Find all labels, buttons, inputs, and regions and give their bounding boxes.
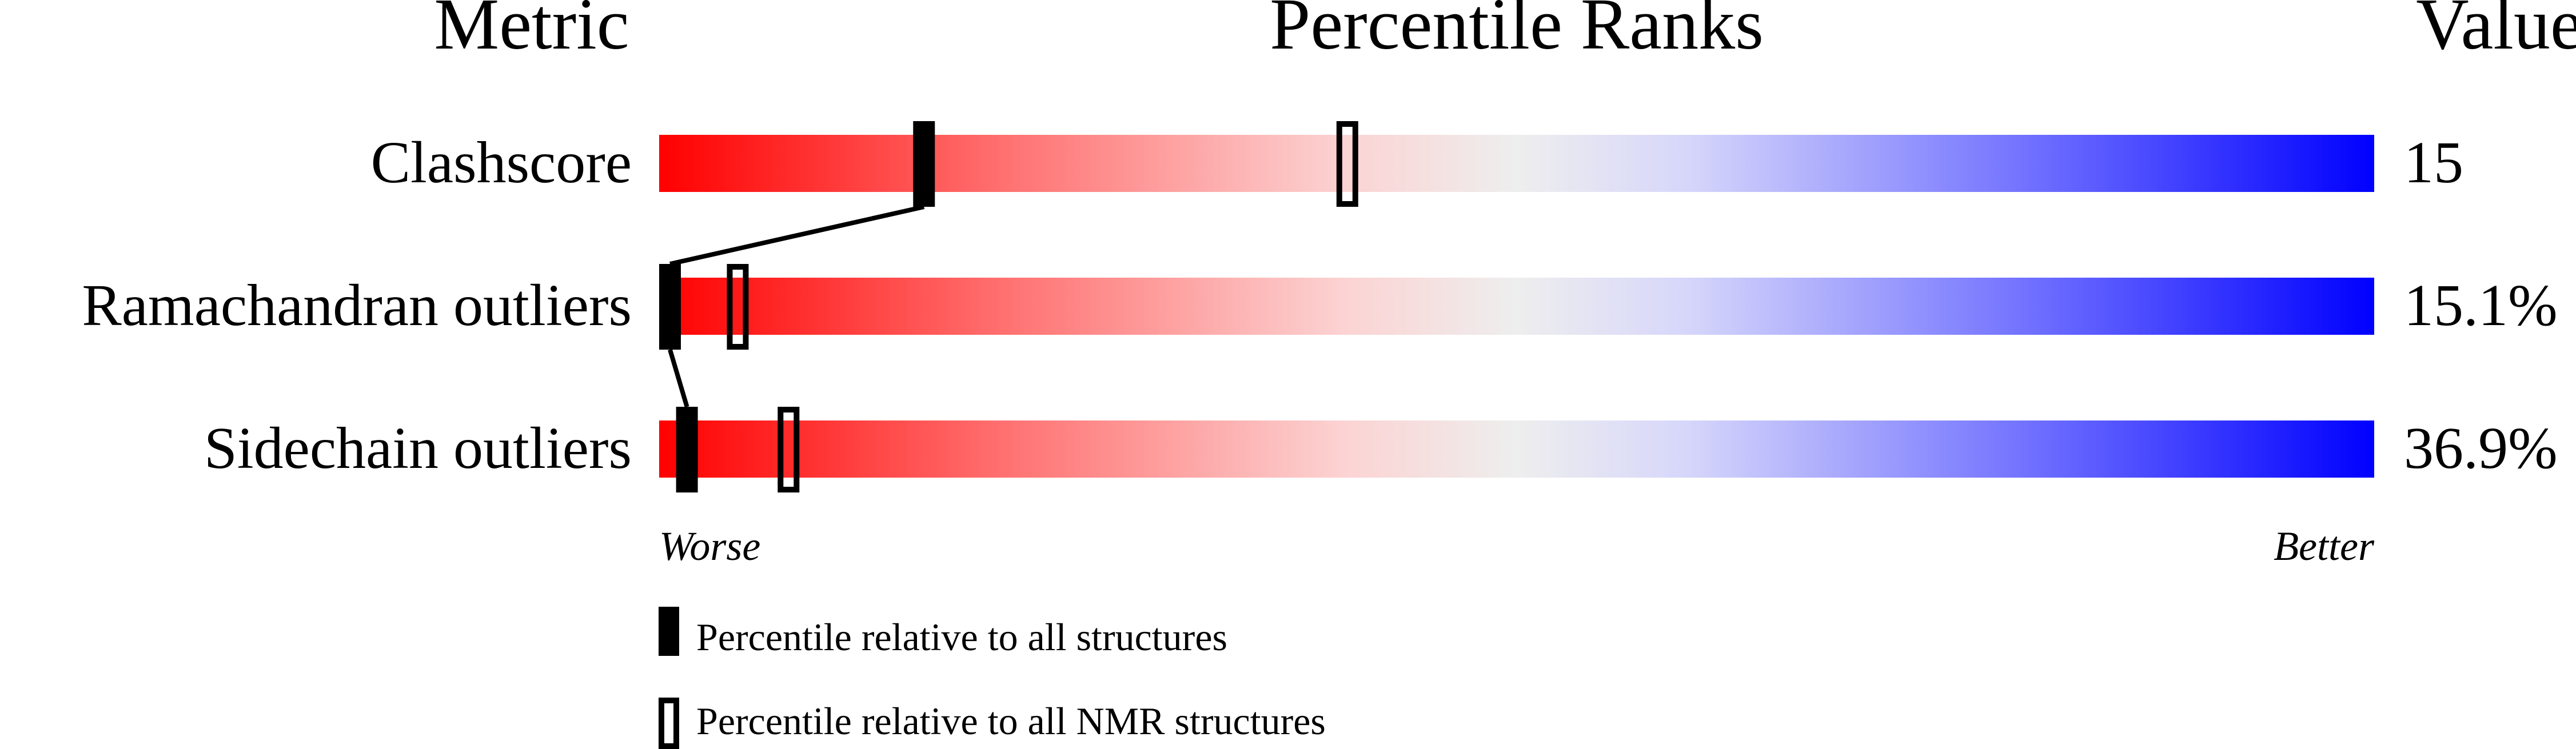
metric-label: Clashscore [371,130,632,195]
percentile-bar [659,278,2374,335]
metric-label: Sidechain outliers [204,415,632,481]
metric-value: 15.1% [2404,273,2558,338]
header-percentile-ranks: Percentile Ranks [1270,0,1764,65]
percentile-bar [659,135,2374,192]
metric-value: 15 [2404,130,2463,195]
percentile-nmr-marker [1336,121,1358,207]
percentile-all-marker [659,264,681,350]
percentile-bar [659,420,2374,478]
legend-nmr-marker [659,698,679,749]
percentile-nmr-marker [727,264,749,350]
connector-line [668,349,689,408]
percentile-all-marker [913,121,935,207]
percentile-nmr-marker [777,407,800,492]
worse-label: Worse [659,523,760,569]
legend-all-marker [659,607,679,656]
header-value: Value [2416,0,2576,65]
header-metric: Metric [434,0,629,65]
metric-value: 36.9% [2404,415,2558,481]
better-label: Better [2274,523,2375,569]
percentile-all-marker [676,407,698,492]
legend-nmr-label: Percentile relative to all NMR structure… [696,699,1326,743]
metric-label: Ramachandran outliers [82,273,632,338]
connector-line [669,205,925,266]
legend-all-label: Percentile relative to all structures [696,615,1227,659]
